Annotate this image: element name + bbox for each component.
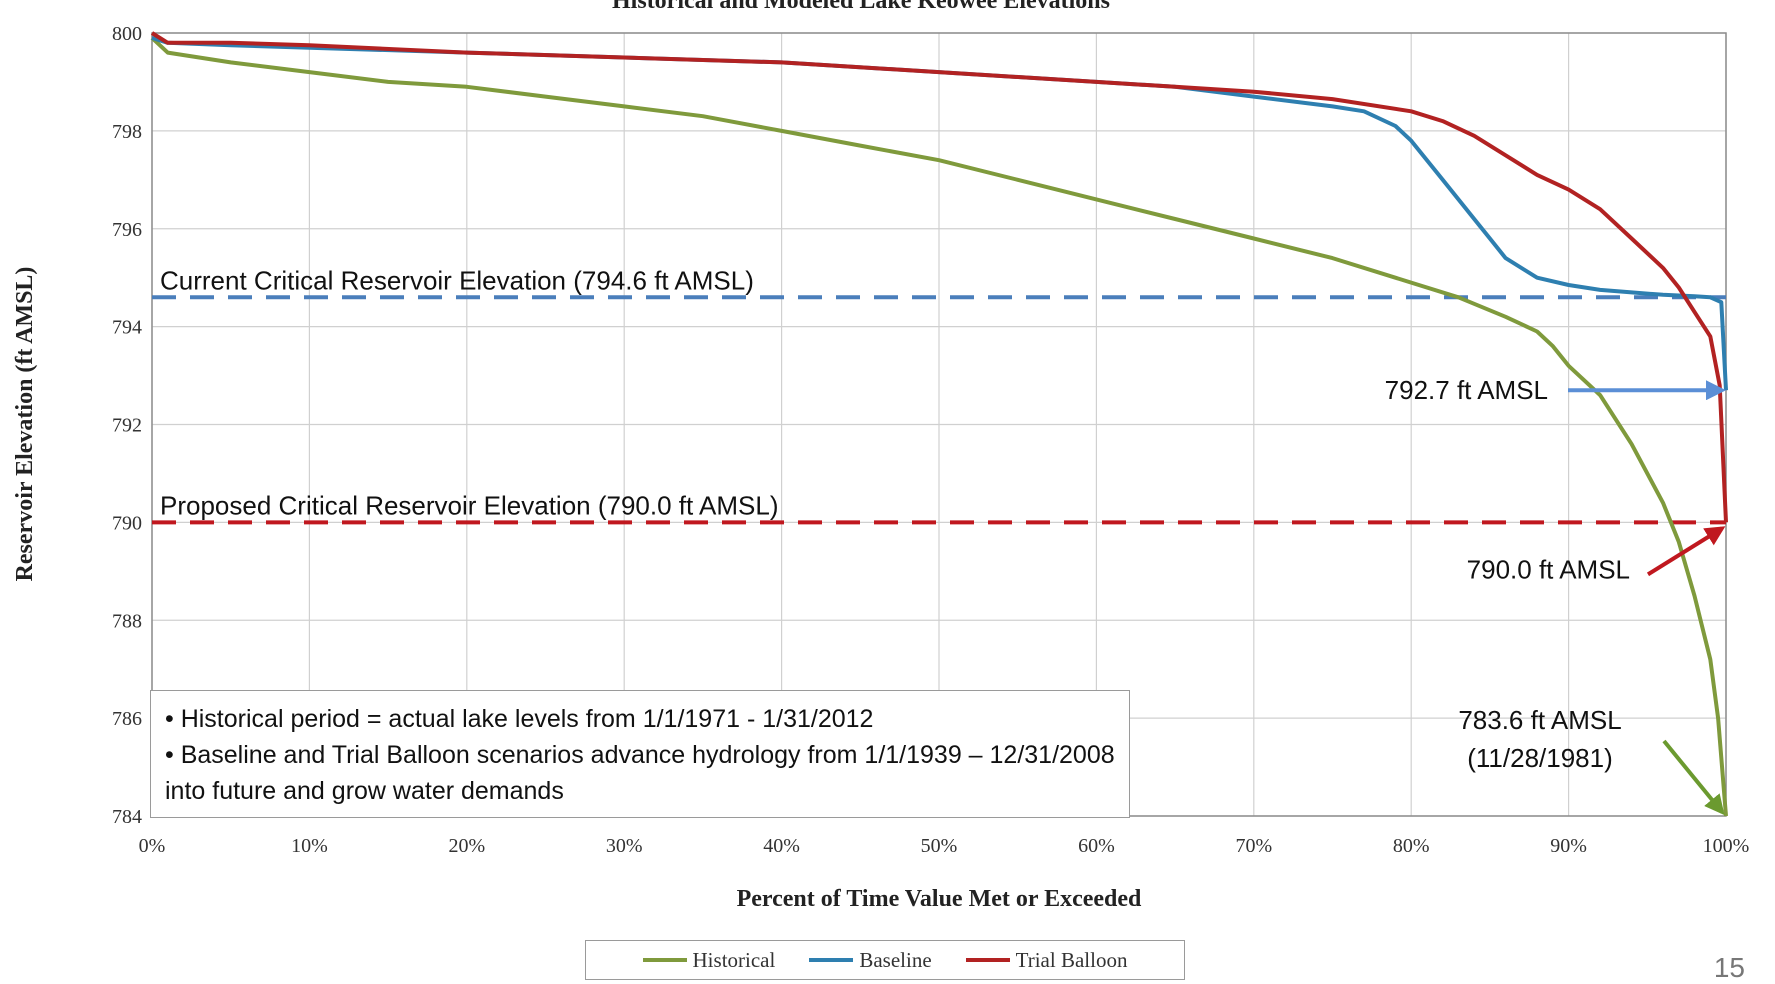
series-line-historical bbox=[150, 36, 1728, 817]
legend-item-baseline: Baseline bbox=[809, 947, 932, 973]
chart-title: Historical and Modeled Lake Keowee Eleva… bbox=[612, 0, 1110, 14]
series-line-trial-balloon bbox=[150, 31, 1728, 523]
y-tick-label: 800 bbox=[112, 23, 142, 45]
x-tick-label: 50% bbox=[921, 835, 958, 857]
legend-swatch-historical bbox=[642, 958, 687, 962]
x-tick-label: 40% bbox=[763, 835, 800, 857]
y-tick-label: 784 bbox=[112, 806, 142, 828]
legend-item-historical: Historical bbox=[642, 947, 776, 973]
legend: Historical Baseline Trial Balloon bbox=[585, 940, 1185, 980]
annotation-label: 792.7 ft AMSL bbox=[1385, 375, 1548, 405]
annotation-arrow bbox=[1662, 739, 1725, 816]
annotations: 792.7 ft AMSL 790.0 ft AMSL 783.6 ft AMSL (… bbox=[1385, 375, 1726, 816]
x-axis-title: Percent of Time Value Met or Exceeded bbox=[737, 886, 1142, 912]
y-tick-labels: 784 786 788 790 792 794 796 798 800 bbox=[112, 23, 142, 828]
legend-label-trial-balloon: Trial Balloon bbox=[1015, 947, 1128, 972]
x-tick-label: 20% bbox=[448, 835, 485, 857]
annotation-label: 790.0 ft AMSL bbox=[1467, 554, 1630, 584]
y-tick-label: 790 bbox=[112, 512, 142, 534]
x-tick-label: 60% bbox=[1078, 835, 1115, 857]
x-tick-label: 0% bbox=[139, 835, 166, 857]
legend-label-baseline: Baseline bbox=[859, 947, 932, 972]
legend-swatch-baseline bbox=[809, 958, 854, 962]
x-tick-label: 100% bbox=[1703, 835, 1750, 857]
legend-label-historical: Historical bbox=[692, 947, 776, 972]
y-tick-label: 788 bbox=[112, 610, 142, 632]
x-tick-label: 70% bbox=[1235, 835, 1272, 857]
note-scenarios: • Baseline and Trial Balloon scenarios a… bbox=[165, 741, 1115, 805]
reference-line-label: Proposed Critical Reservoir Elevation (7… bbox=[160, 490, 779, 520]
x-tick-label: 30% bbox=[606, 835, 643, 857]
x-tick-labels: 0% 10% 20% 30% 40% 50% 60% 70% 80% 90% 100% bbox=[139, 835, 1750, 857]
page-number: 15 bbox=[1713, 952, 1745, 983]
y-axis-title: Reservoir Elevation (ft AMSL) bbox=[12, 267, 38, 582]
legend-item-trial-balloon: Trial Balloon bbox=[965, 947, 1128, 973]
reference-lines: Current Critical Reservoir Elevation (79… bbox=[152, 265, 1726, 525]
x-tick-label: 80% bbox=[1393, 835, 1430, 857]
annotation-date: (11/28/1981) bbox=[1467, 743, 1613, 773]
y-tick-label: 786 bbox=[112, 708, 142, 730]
notes-box: • Historical period = actual lake levels… bbox=[150, 690, 1130, 818]
x-tick-label: 90% bbox=[1550, 835, 1587, 857]
series-lines bbox=[150, 31, 1728, 817]
y-tick-label: 798 bbox=[112, 121, 142, 143]
legend-swatch-trial-balloon bbox=[965, 958, 1010, 962]
annotation-label: 783.6 ft AMSL bbox=[1458, 705, 1621, 735]
note-historical-period: • Historical period = actual lake levels… bbox=[165, 705, 874, 733]
x-tick-label: 10% bbox=[291, 835, 328, 857]
grid-lines bbox=[151, 32, 1727, 817]
annotation-arrow bbox=[1646, 526, 1726, 577]
y-tick-label: 794 bbox=[112, 317, 142, 339]
y-tick-label: 796 bbox=[112, 219, 142, 241]
reference-line-label: Current Critical Reservoir Elevation (79… bbox=[160, 265, 754, 295]
y-tick-label: 792 bbox=[112, 415, 142, 437]
